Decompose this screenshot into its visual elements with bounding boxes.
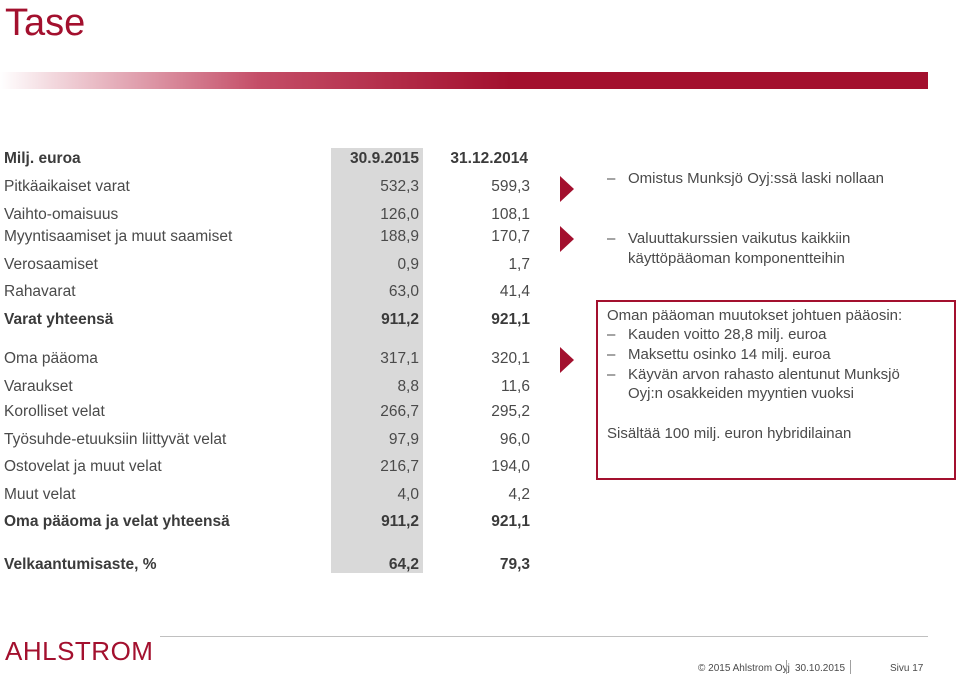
bullet-text: Omistus Munksjö Oyj:ssä laski nollaan (628, 170, 884, 187)
row-label: Velkaantumisaste, % (4, 556, 157, 573)
footer-date: 30.10.2015 (795, 663, 846, 674)
bullet-dash: – (607, 326, 616, 343)
row-label: Varaukset (4, 378, 73, 395)
arrow-marker-icon (560, 347, 574, 373)
row-value-2015: 216,7 (380, 458, 419, 475)
row-value-2014: 4,2 (508, 486, 530, 503)
row-value-2015: 911,2 (381, 311, 419, 328)
bullet-text: Kauden voitto 28,8 milj. euroa (628, 326, 827, 343)
table-row: Työsuhde-etuuksiin liittyvät velat 97,9 … (4, 428, 530, 452)
row-value-2015: 317,1 (380, 350, 419, 367)
table-row: Varaukset 8,8 11,6 (4, 375, 530, 399)
table-row: Verosaamiset 0,9 1,7 (4, 253, 530, 277)
arrow-marker-icon (560, 226, 574, 252)
row-value-2014: 108,1 (491, 206, 530, 223)
bullet-dash: – (607, 170, 616, 187)
row-label: Pitkäaikaiset varat (4, 178, 130, 195)
row-value-2015: 8,8 (397, 378, 419, 395)
row-label: Verosaamiset (4, 256, 98, 273)
bullet-text: Valuuttakurssien vaikutus kaikkiin (628, 230, 851, 247)
row-value-2015: 266,7 (380, 403, 419, 420)
table-row: Oma pääoma 317,1 320,1 (4, 347, 530, 371)
table-row: Rahavarat 63,0 41,4 (4, 280, 530, 304)
table-row: Myyntisaamiset ja muut saamiset 188,9 17… (4, 225, 530, 249)
ahlstrom-logo: AHLSTROM (5, 636, 154, 666)
table-row: Korolliset velat 266,7 295,2 (4, 400, 530, 424)
table-row: Muut velat 4,0 4,2 (4, 483, 530, 507)
row-label: Muut velat (4, 486, 76, 503)
table-header: Milj. euroa 30.9.2015 31.12.2014 (4, 147, 530, 171)
footer-separator (786, 660, 787, 674)
footer-divider (160, 636, 928, 637)
row-value-2014: 194,0 (491, 458, 530, 475)
bullet-text: Oyj:n osakkeiden myyntien vuoksi (628, 385, 854, 402)
bullet-dash: – (607, 366, 616, 383)
row-value-2014: 599,3 (491, 178, 530, 195)
row-value-2015: 64,2 (388, 556, 419, 573)
table-row-gearing: Velkaantumisaste, % 64,2 79,3 (4, 553, 530, 577)
row-label: Varat yhteensä (4, 311, 114, 328)
row-value-2015: 532,3 (380, 178, 419, 195)
table-row: Pitkäaikaiset varat 532,3 599,3 (4, 175, 530, 199)
row-label: Ostovelat ja muut velat (4, 458, 162, 475)
footer-separator (850, 660, 851, 674)
header-col2: 31.12.2014 (450, 150, 528, 167)
row-value-2015: 911,2 (381, 513, 419, 530)
arrow-marker-icon (560, 176, 574, 202)
row-label: Vaihto-omaisuus (4, 206, 119, 223)
row-value-2015: 188,9 (380, 228, 419, 245)
bullet-text: Käyvän arvon rahasto alentunut Munksjö (628, 366, 900, 383)
row-value-2015: 0,9 (397, 256, 419, 273)
row-value-2015: 97,9 (388, 431, 419, 448)
bullet-text: Maksettu osinko 14 milj. euroa (628, 346, 831, 363)
row-value-2014: 96,0 (499, 431, 530, 448)
row-value-2014: 170,7 (491, 228, 530, 245)
row-label: Työsuhde-etuuksiin liittyvät velat (4, 431, 227, 448)
highlight-column (331, 148, 423, 573)
row-value-2015: 63,0 (388, 283, 419, 300)
row-label: Korolliset velat (4, 403, 105, 420)
equity-changes-box (596, 300, 956, 480)
row-value-2014: 41,4 (499, 283, 530, 300)
box-heading: Oman pääoman muutokset johtuen pääosin: (607, 307, 903, 324)
box-note: Sisältää 100 milj. euron hybridilainan (607, 425, 852, 442)
footer-page-number: Sivu 17 (890, 663, 924, 674)
row-value-2014: 11,6 (500, 378, 530, 395)
header-label: Milj. euroa (4, 150, 81, 167)
table-row: Vaihto-omaisuus 126,0 108,1 (4, 203, 530, 227)
footer-copyright: © 2015 Ahlstrom Oyj (698, 663, 790, 674)
row-value-2014: 921,1 (491, 513, 530, 530)
row-label: Oma pääoma (4, 350, 98, 367)
page-title: Tase (5, 2, 86, 44)
row-label: Oma pääoma ja velat yhteensä (4, 513, 230, 530)
table-row-total: Varat yhteensä 911,2 921,1 (4, 308, 530, 332)
row-label: Myyntisaamiset ja muut saamiset (4, 228, 233, 245)
bullet-text: käyttöpääoman komponentteihin (628, 250, 845, 267)
title-gradient-bar (0, 72, 928, 89)
table-row: Ostovelat ja muut velat 216,7 194,0 (4, 455, 530, 479)
bullet-dash: – (607, 230, 616, 247)
row-value-2014: 1,7 (508, 256, 530, 273)
row-value-2015: 4,0 (397, 486, 419, 503)
table-row-total: Oma pääoma ja velat yhteensä 911,2 921,1 (4, 510, 530, 534)
row-value-2015: 126,0 (380, 206, 419, 223)
row-value-2014: 921,1 (491, 311, 530, 328)
header-col1: 30.9.2015 (350, 150, 419, 167)
row-label: Rahavarat (4, 283, 76, 300)
row-value-2014: 295,2 (491, 403, 530, 420)
row-value-2014: 79,3 (499, 556, 530, 573)
bullet-dash: – (607, 346, 616, 363)
row-value-2014: 320,1 (491, 350, 530, 367)
